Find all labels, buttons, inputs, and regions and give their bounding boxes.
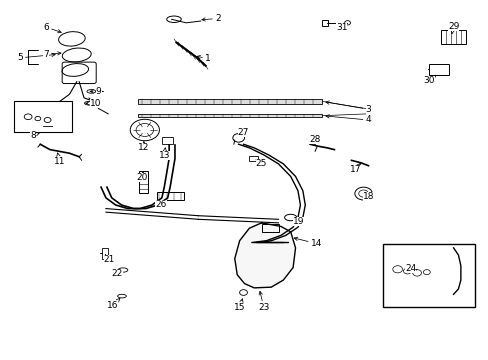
Text: 1: 1 xyxy=(197,54,210,63)
Text: 2: 2 xyxy=(202,14,220,23)
Polygon shape xyxy=(234,223,295,288)
Text: 14: 14 xyxy=(294,237,322,248)
Bar xyxy=(138,171,148,193)
Bar xyxy=(157,192,183,200)
Text: 5: 5 xyxy=(17,53,55,62)
Bar xyxy=(249,157,258,161)
Text: 3: 3 xyxy=(325,101,370,114)
Bar xyxy=(428,64,448,75)
Text: 23: 23 xyxy=(258,291,269,312)
Text: 8: 8 xyxy=(30,131,39,140)
Bar xyxy=(322,20,327,26)
Bar xyxy=(261,224,278,232)
Text: 30: 30 xyxy=(423,75,435,85)
Text: 4: 4 xyxy=(325,115,370,125)
Text: 27: 27 xyxy=(237,129,249,138)
Text: 22: 22 xyxy=(111,269,122,278)
Text: 9: 9 xyxy=(90,87,102,96)
Bar xyxy=(441,30,465,44)
Text: 12: 12 xyxy=(138,141,149,152)
Text: 13: 13 xyxy=(158,148,170,160)
Text: 18: 18 xyxy=(362,192,373,201)
Text: 15: 15 xyxy=(233,299,245,312)
Text: 6: 6 xyxy=(43,23,61,33)
Text: 24: 24 xyxy=(405,264,416,273)
Text: 31: 31 xyxy=(335,23,347,32)
Text: 16: 16 xyxy=(106,298,120,310)
Text: 20: 20 xyxy=(137,172,148,182)
Text: 21: 21 xyxy=(103,255,115,264)
Text: 25: 25 xyxy=(255,159,266,168)
Bar xyxy=(102,248,108,258)
Bar xyxy=(137,99,322,104)
Text: 10: 10 xyxy=(86,99,102,108)
Text: 17: 17 xyxy=(349,163,360,174)
Text: 26: 26 xyxy=(155,200,166,209)
Text: 29: 29 xyxy=(447,22,458,34)
Bar xyxy=(162,137,172,144)
Text: 28: 28 xyxy=(309,135,320,145)
Bar xyxy=(14,102,72,132)
Text: 19: 19 xyxy=(293,217,304,226)
Bar xyxy=(137,114,322,117)
Text: 11: 11 xyxy=(54,153,65,166)
Text: 7: 7 xyxy=(43,50,61,59)
Bar xyxy=(382,244,474,307)
